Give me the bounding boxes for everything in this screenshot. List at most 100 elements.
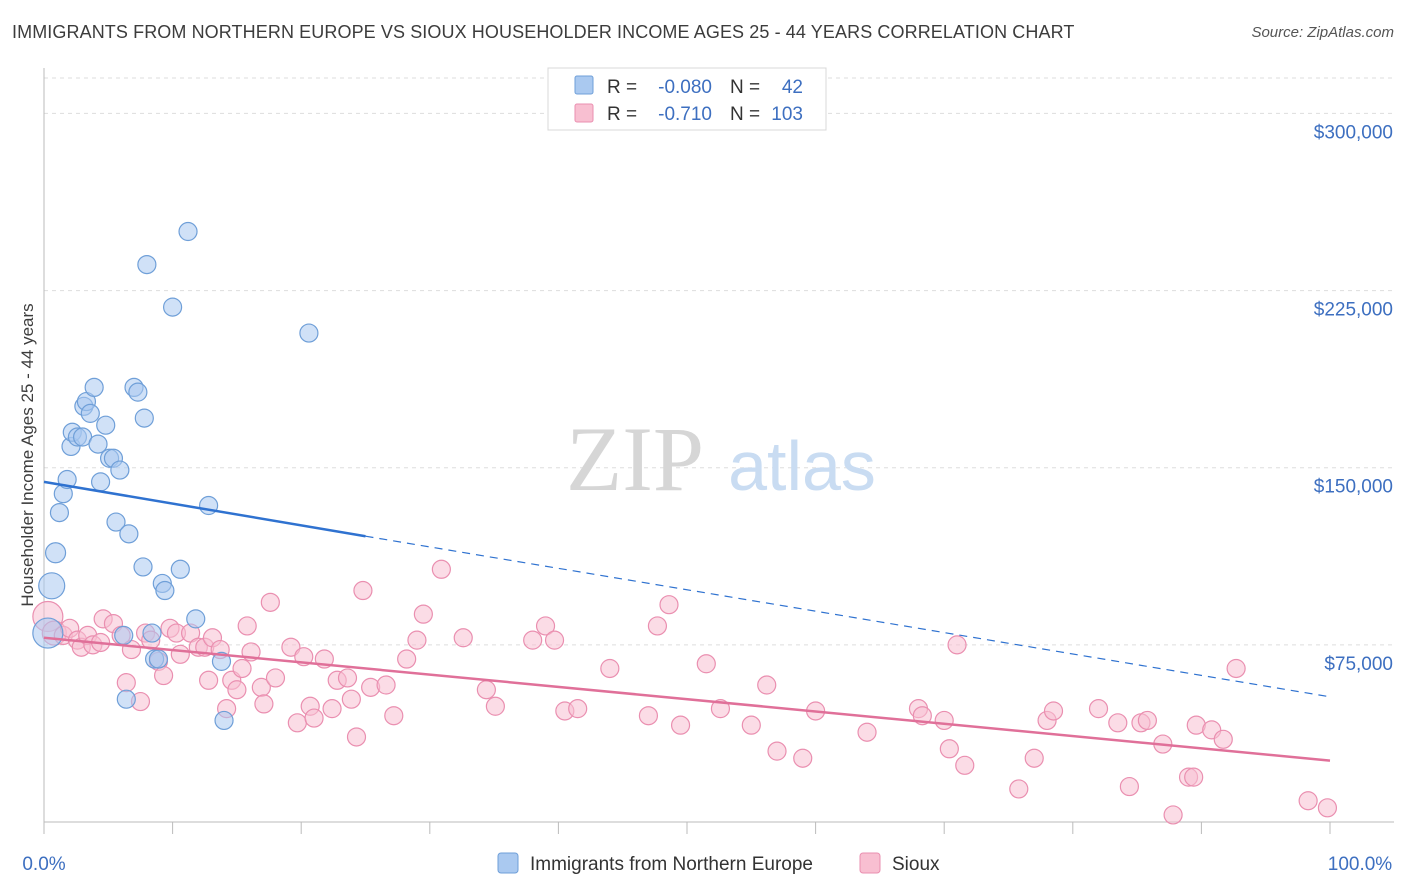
point-blue-34 [163, 297, 183, 317]
series-northern-europe [32, 221, 319, 731]
point-blue-2 [44, 542, 67, 564]
legend-swatch-northern-europe [497, 852, 519, 874]
point-pink-67 [647, 616, 668, 636]
point-blue-39 [211, 651, 232, 671]
point-pink-61 [535, 616, 556, 636]
grid-lines [44, 77, 1394, 646]
point-blue-23 [119, 524, 139, 544]
point-pink-25 [199, 670, 219, 690]
point-pink-98 [1213, 729, 1233, 749]
point-blue-26 [133, 557, 153, 577]
point-pink-71 [710, 699, 731, 719]
point-pink-55 [413, 604, 433, 624]
legend-n-value-1: 42 [782, 77, 803, 98]
legend-swatch-pink [574, 103, 594, 123]
trend-line-pink [43, 636, 1331, 762]
series-legend: Immigrants from Northern Europe Sioux [497, 852, 940, 875]
point-blue-22 [116, 689, 136, 709]
point-blue-27 [134, 408, 154, 428]
point-pink-69 [670, 715, 691, 735]
y-tick-label-2: $225,000 [1314, 300, 1393, 321]
point-pink-32 [237, 616, 257, 636]
point-pink-18 [153, 665, 174, 686]
series-sioux [32, 559, 1338, 825]
legend-r-label-1: R = [607, 77, 637, 98]
trend-line-blue-dashed [365, 535, 1331, 698]
point-blue-31 [148, 649, 169, 669]
point-pink-73 [757, 675, 777, 695]
point-pink-49 [353, 580, 373, 601]
y-axis-label: Householder Income Ages 25 - 44 years [18, 303, 37, 606]
point-blue-16 [96, 415, 116, 435]
legend-label-northern-europe: Immigrants from Northern Europe [530, 854, 813, 875]
point-pink-62 [544, 630, 565, 650]
point-blue-13 [84, 377, 104, 398]
point-pink-44 [322, 699, 342, 719]
point-pink-21 [170, 644, 190, 664]
point-blue-19 [106, 512, 126, 532]
legend-n-value-2: 103 [771, 104, 803, 125]
point-blue-36 [178, 221, 198, 242]
point-pink-90 [1119, 776, 1139, 797]
point-pink-81 [939, 739, 959, 759]
point-pink-82 [947, 635, 967, 655]
legend-r-label-2: R = [607, 104, 637, 125]
point-pink-31 [232, 658, 252, 679]
point-pink-12 [116, 673, 136, 693]
point-pink-46 [337, 668, 358, 688]
legend-swatch-blue [574, 75, 594, 95]
point-blue-12 [80, 403, 100, 423]
legend-swatch-sioux [859, 852, 881, 874]
point-pink-101 [1317, 798, 1338, 818]
point-pink-65 [600, 658, 620, 679]
point-pink-92 [1137, 710, 1157, 731]
point-pink-99 [1226, 658, 1246, 679]
point-blue-33 [155, 580, 175, 601]
legend-n-label-1: N = [730, 77, 760, 98]
point-blue-14 [88, 434, 108, 454]
point-pink-84 [1009, 779, 1029, 799]
chart-title: IMMIGRANTS FROM NORTHERN EUROPE VS SIOUX… [12, 22, 1075, 42]
correlation-legend: R = -0.080 N = 42 R = -0.710 N = 103 [547, 67, 827, 131]
point-pink-77 [857, 722, 877, 742]
point-blue-0 [32, 617, 64, 649]
point-pink-74 [767, 741, 787, 761]
point-pink-89 [1108, 713, 1128, 733]
watermark-atlas: atlas [728, 427, 876, 505]
point-pink-66 [638, 706, 659, 726]
point-blue-35 [170, 559, 190, 579]
point-blue-41 [299, 323, 319, 343]
point-pink-47 [341, 689, 361, 709]
point-pink-38 [281, 637, 301, 657]
point-pink-59 [485, 696, 505, 716]
point-pink-37 [265, 668, 286, 688]
trend-line-blue [43, 480, 366, 538]
point-pink-35 [254, 694, 274, 714]
point-pink-88 [1088, 699, 1109, 719]
point-pink-58 [476, 680, 496, 700]
point-pink-52 [384, 706, 404, 726]
point-pink-56 [431, 559, 451, 579]
point-blue-37 [186, 609, 206, 629]
point-pink-57 [453, 628, 473, 648]
tick-labels: $75,000 $150,000 $225,000 $300,000 0.0% 100.0… [22, 122, 1393, 875]
point-pink-36 [260, 592, 280, 612]
point-blue-28 [137, 254, 157, 275]
point-pink-39 [287, 713, 307, 733]
y-tick-label-0: $75,000 [1324, 654, 1393, 675]
legend-r-value-2: -0.710 [658, 104, 712, 125]
point-pink-70 [696, 654, 716, 674]
point-pink-42 [304, 708, 324, 728]
point-pink-68 [659, 595, 679, 615]
point-blue-21 [114, 625, 134, 646]
point-pink-102 [1184, 767, 1204, 787]
watermark: ZIP atlas [566, 408, 876, 510]
y-tick-label-1: $150,000 [1314, 477, 1393, 498]
point-pink-85 [1024, 748, 1044, 768]
trend-lines [43, 480, 1331, 762]
x-tick-label-0: 0.0% [22, 854, 65, 875]
watermark-zip: ZIP [566, 408, 704, 510]
point-pink-64 [568, 699, 588, 719]
source-label: Source: ZipAtlas.com [1251, 24, 1394, 41]
